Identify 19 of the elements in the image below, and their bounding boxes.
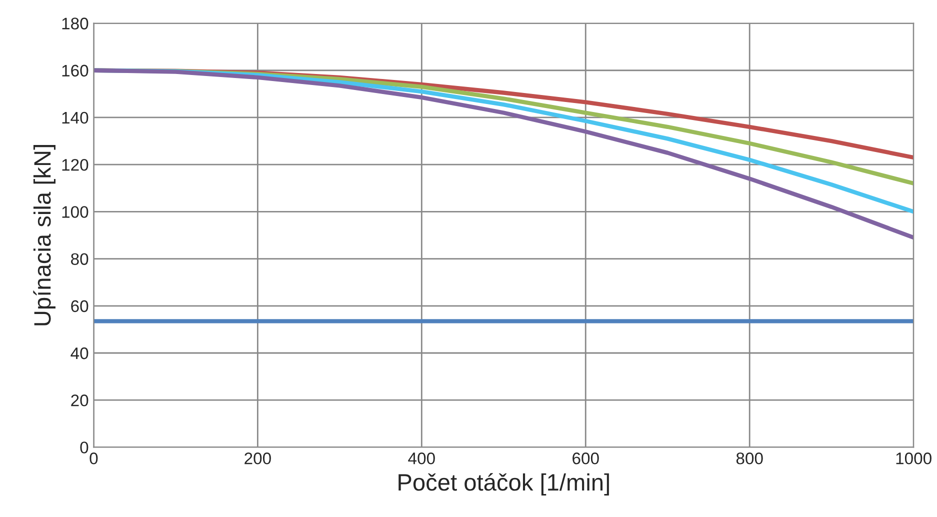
y-tick-label: 120 <box>62 158 88 171</box>
x-tick-label: 400 <box>408 452 435 464</box>
y-tick-label: 40 <box>70 347 88 360</box>
y-tick-label: 100 <box>62 206 88 218</box>
y-tick-label: 60 <box>71 300 88 312</box>
y-tick-label: 20 <box>71 394 88 406</box>
y-tick-label: 80 <box>71 253 88 265</box>
line-series <box>94 68 914 240</box>
x-tick-label: 0 <box>90 452 98 464</box>
x-tick-label: 600 <box>572 452 599 464</box>
x-tick-label: 800 <box>736 452 763 464</box>
x-tick-label: 1000 <box>896 452 932 464</box>
x-axis-title: Počet otáčok [1/min] <box>398 473 609 496</box>
y-tick-label: 160 <box>62 64 88 77</box>
y-tick-label: 0 <box>80 442 88 454</box>
y-tick-label: 180 <box>62 18 88 30</box>
y-tick-label: 140 <box>62 112 88 124</box>
x-tick-label: 200 <box>244 452 271 464</box>
y-axis-title: Upínacia sila [kN] <box>33 145 56 326</box>
